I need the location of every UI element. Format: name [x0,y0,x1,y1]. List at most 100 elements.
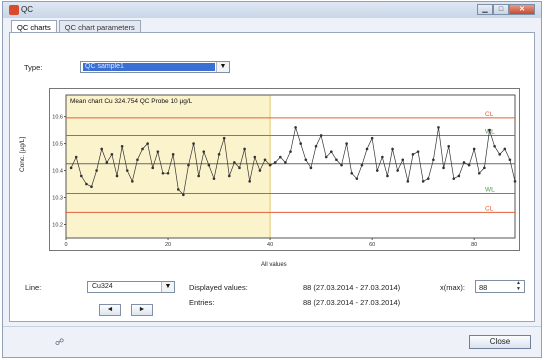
help-icon[interactable]: ☍ [55,337,65,347]
data-point [197,175,200,178]
data-point [417,150,420,153]
data-point [498,153,501,156]
data-point [259,169,262,172]
data-point [381,156,384,159]
line-select[interactable]: Cu324 ▼ [87,281,175,293]
data-point [233,161,236,164]
data-point [478,172,481,175]
data-point [315,145,318,148]
data-point [223,137,226,140]
data-point [70,167,73,170]
previous-button[interactable]: ◄ [99,304,121,316]
data-point [493,145,496,148]
entries-value: 88 (27.03.2014 - 27.03.2014) [303,298,400,307]
stepper-arrows-icon[interactable]: ▲ ▼ [514,281,523,292]
data-point [253,156,256,159]
x-tick-label: 20 [165,242,171,248]
data-point [192,142,195,145]
data-point [85,183,88,186]
data-point [182,194,185,197]
data-point [396,169,399,172]
xmax-stepper[interactable]: 88 ▲ ▼ [475,280,525,293]
data-point [274,161,277,164]
data-point [407,180,410,183]
data-point [356,177,359,180]
reference-line-label: WL [485,186,495,193]
data-point [503,148,506,151]
data-point [213,177,216,180]
data-point [218,153,221,156]
next-button[interactable]: ► [131,304,153,316]
xmax-value: 88 [479,283,487,292]
data-point [335,158,338,161]
data-point [447,145,450,148]
chart-title: Mean chart Cu 324.754 QC Probe 10 µg/L [70,98,193,105]
data-point [294,126,297,129]
data-point [452,177,455,180]
data-point [162,172,165,175]
line-select-value: Cu324 [90,283,160,291]
title-bar: QC ▁ □ ✕ [3,2,541,18]
data-point [177,188,180,191]
app-icon [9,5,19,15]
data-point [151,167,154,170]
close-button[interactable]: Close [469,335,531,349]
maximize-icon[interactable]: □ [493,4,509,15]
chevron-down-icon[interactable]: ▼ [161,282,174,292]
data-point [432,158,435,161]
data-point [305,158,308,161]
displayed-values-value: 88 (27.03.2014 - 27.03.2014) [303,283,400,292]
highlight-band [66,95,270,238]
data-point [310,167,313,170]
data-point [95,169,98,172]
data-point [228,175,231,178]
y-tick-label: 10.4 [52,169,63,175]
data-point [264,158,267,161]
data-point [238,167,241,170]
data-point [141,148,144,151]
data-point [243,148,246,151]
line-label: Line: [25,283,41,292]
data-point [514,180,517,183]
qc-window: QC ▁ □ ✕ QC charts QC chart parameters T… [2,1,542,358]
data-point [269,164,272,167]
x-tick-label: 0 [64,242,67,248]
data-point [427,177,430,180]
reference-line-label: CL [485,205,494,212]
data-point [483,167,486,170]
data-point [325,156,328,159]
data-point [136,158,139,161]
data-point [340,164,343,167]
window-controls: ▁ □ ✕ [477,4,535,15]
data-point [376,169,379,172]
data-point [345,142,348,145]
data-point [202,150,205,153]
data-point [248,180,251,183]
y-tick-label: 10.3 [52,196,63,202]
data-point [509,158,512,161]
data-point [391,148,394,151]
data-point [371,137,374,140]
data-point [488,129,491,132]
x-tick-label: 80 [471,242,477,248]
data-point [386,175,389,178]
data-point [458,175,461,178]
data-point [401,158,404,161]
data-point [350,172,353,175]
data-point [442,167,445,170]
data-point [366,148,369,151]
chevron-down-icon[interactable]: ▼ [216,62,229,72]
data-point [279,156,282,159]
data-point [75,156,78,159]
data-point [187,164,190,167]
data-point [468,164,471,167]
xmax-label: x(max): [440,283,465,292]
type-select[interactable]: QC sample1 ▼ [80,61,230,73]
entries-label: Entries: [189,298,214,307]
data-point [146,142,149,145]
data-point [111,153,114,156]
minimize-icon[interactable]: ▁ [477,4,493,15]
close-icon[interactable]: ✕ [509,4,535,15]
y-tick-label: 10.6 [52,115,63,121]
data-point [121,145,124,148]
